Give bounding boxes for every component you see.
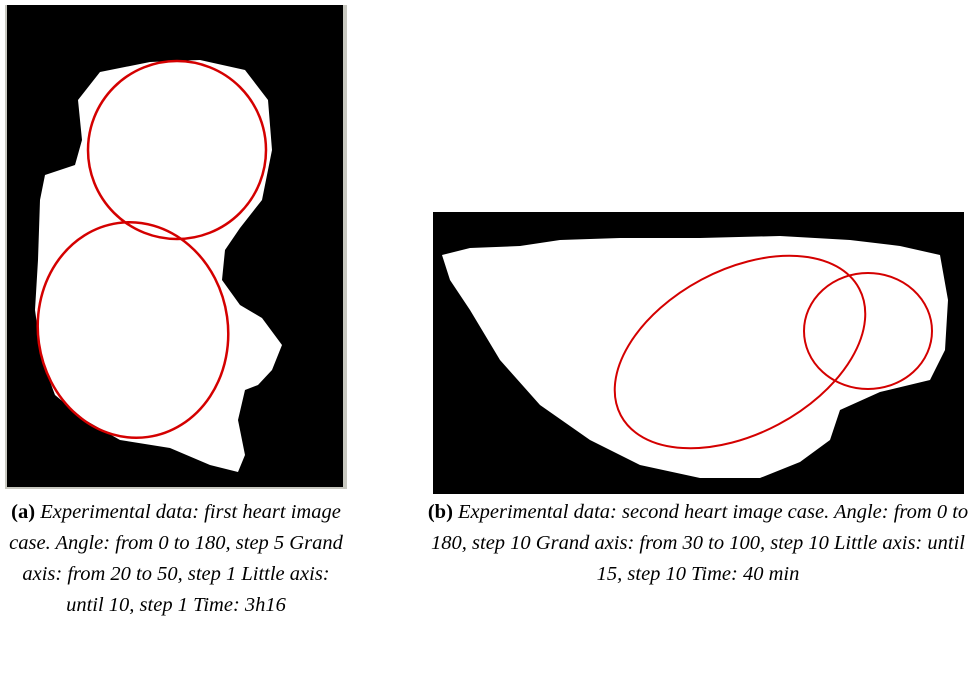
caption-b: (b) Experimental data: second heart imag… [426,497,970,590]
page: (a) Experimental data: first heart image… [0,0,970,689]
caption-label: (a) [11,501,35,523]
caption-a: (a) Experimental data: first heart image… [5,497,347,621]
image-a [5,5,347,489]
caption-label: (b) [428,501,453,523]
caption-text: Experimental data: first heart image cas… [9,501,343,616]
caption-text: Experimental data: second heart image ca… [431,501,968,585]
image-b [433,212,964,494]
